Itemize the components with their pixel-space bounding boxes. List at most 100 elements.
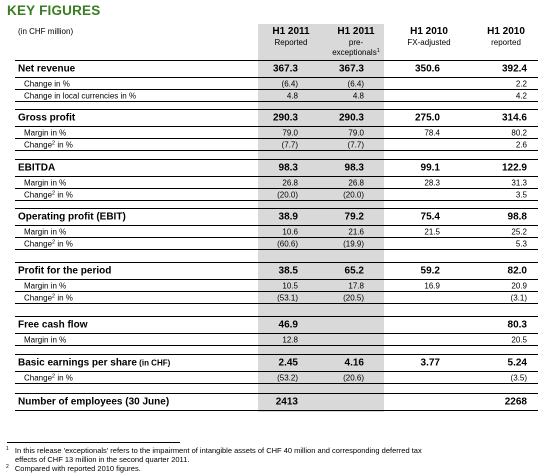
table-row: Margin in % 26.8 26.8 28.3 31.3 (15, 176, 538, 188)
cell-value: 392.4 (501, 63, 527, 75)
section-free-cash-flow: Free cash flow 46.9 80.3 Margin in % 12.… (15, 316, 538, 346)
cell-value: 4.16 (344, 357, 364, 369)
row-label: Change2 in % (24, 373, 73, 382)
row-label: Number of employees (30 June) (18, 396, 170, 408)
column-desc: Reported (274, 38, 308, 47)
footnote-ref: 2 (52, 190, 56, 196)
table-row: Change2 in % (7.7) (7.7) 2.6 (15, 138, 538, 150)
cell-value: (7.7) (281, 140, 298, 149)
table-row: Change2 in % (20.0) (20.0) 3.5 (15, 188, 538, 200)
cell-value: 26.8 (348, 178, 364, 187)
cell-value: 314.6 (501, 112, 527, 124)
row-label: Margin in % (24, 281, 67, 290)
row-label: Profit for the period (18, 265, 112, 277)
cell-value: 31.3 (511, 178, 527, 187)
column-desc: pre- (348, 38, 364, 47)
row-label: Gross profit (18, 112, 76, 124)
column-year: H1 2011 (272, 26, 310, 37)
cell-value: 80.3 (507, 319, 527, 331)
footnote-ref: 1 (376, 48, 380, 54)
cell-value: 80.2 (511, 128, 527, 137)
column-desc-2: exceptionals (332, 48, 377, 57)
cell-value: 122.9 (501, 162, 527, 174)
cell-value: 75.4 (420, 211, 440, 223)
cell-value: 38.5 (278, 265, 298, 277)
cell-value: 3.77 (420, 357, 440, 369)
cell-value: (19.9) (343, 239, 364, 248)
row-label: Change2 in % (24, 140, 73, 149)
row-label-rest: in % (55, 140, 73, 149)
table-row: Operating profit (EBIT) 38.9 79.2 75.4 9… (15, 209, 538, 225)
cell-value: 20.5 (511, 335, 527, 344)
column-header-h1-2011-reported: H1 2011 Reported (261, 26, 321, 48)
cell-value: 290.3 (338, 112, 364, 124)
cell-value: 25.2 (511, 227, 527, 236)
footnote-text-cont: effects of CHF 13 million in the second … (15, 455, 190, 464)
cell-value: 21.5 (424, 227, 440, 236)
cell-value: 275.0 (414, 112, 440, 124)
table-row: Net revenue 367.3 367.3 350.6 392.4 (15, 61, 538, 77)
cell-value: 59.2 (420, 265, 440, 277)
highlight-columns-background (258, 24, 384, 412)
cell-value: (53.1) (277, 293, 298, 302)
footnote-number: 1 (6, 446, 9, 452)
section-basic-earnings-per-share: Basic earnings per share (in CHF) 2.45 4… (15, 354, 538, 384)
row-label: Change2 in % (24, 190, 73, 199)
unit-label: (in CHF million) (18, 27, 74, 36)
footnote-number: 2 (6, 464, 9, 470)
cell-value: 79.0 (282, 128, 298, 137)
cell-value: 12.8 (282, 335, 298, 344)
cell-value: 10.5 (282, 281, 298, 290)
row-label: Net revenue (18, 63, 76, 75)
cell-value: (6.4) (281, 79, 298, 88)
footnote-divider (7, 442, 180, 443)
cell-value: 4.8 (286, 91, 298, 100)
row-label: Operating profit (EBIT) (18, 211, 126, 223)
row-label-text: Change (24, 239, 53, 248)
section-operating-profit: Operating profit (EBIT) 38.9 79.2 75.4 9… (15, 208, 538, 250)
cell-value: 350.6 (414, 63, 440, 75)
column-desc: FX-adjusted (407, 38, 451, 47)
table-row: Change in local currencies in % 4.8 4.8 … (15, 89, 538, 101)
row-label: Margin in % (24, 128, 67, 137)
cell-value: 99.1 (420, 162, 440, 174)
column-year: H1 2011 (337, 26, 375, 37)
cell-value: (20.0) (343, 190, 364, 199)
row-label-rest: in % (55, 373, 73, 382)
cell-value: 65.2 (344, 265, 364, 277)
column-year: H1 2010 (410, 26, 448, 37)
cell-value: 26.8 (282, 178, 298, 187)
cell-value: 2.6 (515, 140, 527, 149)
cell-value: 2413 (275, 396, 298, 408)
table-row: Gross profit 290.3 290.3 275.0 314.6 (15, 110, 538, 126)
footnote-2: 2 Compared with reported 2010 figures. (6, 464, 526, 473)
footnote-1: 1 In this release 'exceptionals' refers … (6, 446, 526, 464)
cell-value: 79.2 (344, 211, 364, 223)
cell-value: 79.0 (348, 128, 364, 137)
row-label-rest: in % (55, 293, 73, 302)
cell-value: 2.2 (515, 79, 527, 88)
column-header-h1-2010-fx-adjusted: H1 2010 FX-adjusted (394, 26, 464, 48)
footnote-text: Compared with reported 2010 figures. (14, 464, 141, 473)
table-row: Change2 in % (53.1) (20.5) (3.1) (15, 291, 538, 303)
cell-value: 21.6 (348, 227, 364, 236)
row-label: Change2 in % (24, 293, 73, 302)
section-number-of-employees: Number of employees (30 June) 2413 2268 (15, 393, 538, 411)
footnote-text: In this release 'exceptionals' refers to… (14, 446, 422, 455)
cell-value: 4.8 (352, 91, 364, 100)
table-row: Basic earnings per share (in CHF) 2.45 4… (15, 355, 538, 371)
cell-value: 38.9 (278, 211, 298, 223)
footnote-ref: 2 (52, 373, 56, 379)
cell-value: (20.5) (343, 293, 364, 302)
section-profit-for-the-period: Profit for the period 38.5 65.2 59.2 82.… (15, 262, 538, 304)
row-label: Free cash flow (18, 319, 88, 331)
footnote-ref: 2 (52, 293, 56, 299)
cell-value: 367.3 (272, 63, 298, 75)
table-row: Change in % (6.4) (6.4) 2.2 (15, 77, 538, 89)
row-label-text: Change (24, 373, 53, 382)
row-label-text: Change (24, 140, 53, 149)
row-label: Basic earnings per share (in CHF) (18, 358, 170, 369)
section-net-revenue: Net revenue 367.3 367.3 350.6 392.4 Chan… (15, 60, 538, 102)
cell-value: 2268 (504, 396, 527, 408)
table-row: Margin in % 10.6 21.6 21.5 25.2 (15, 225, 538, 237)
